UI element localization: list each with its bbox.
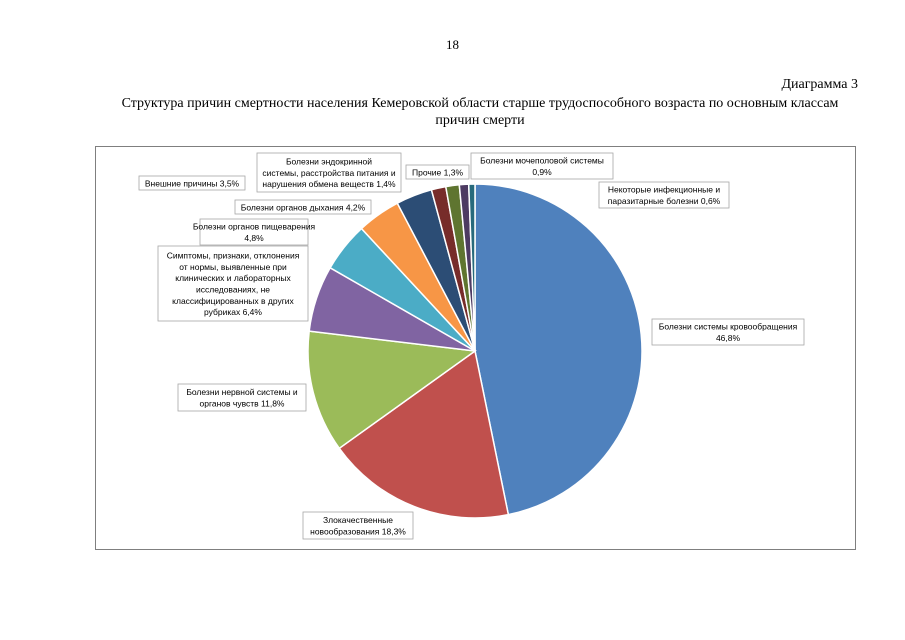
slice-label-text: нарушения обмена веществ 1,4%	[262, 179, 396, 189]
slice-label-box	[405, 164, 470, 180]
slice-label-text: 46,8%	[716, 333, 741, 343]
slice-label-text: Болезни органов пищеварения	[193, 222, 316, 232]
slice-label-box	[470, 152, 614, 180]
slice-label-box	[234, 199, 372, 215]
slice-label: Прочие 1,3%	[405, 164, 470, 180]
slice-label-text: Некоторые инфекционные и	[608, 185, 720, 195]
chart-title: Структура причин смертности населения Ке…	[121, 96, 839, 128]
pie-slice	[307, 330, 478, 450]
slice-label-text: Болезни органов дыхания 4,2%	[241, 202, 366, 212]
slice-label-text: Болезни системы кровообращения	[659, 322, 798, 332]
slice-label-text: 4,8%	[244, 233, 264, 243]
slice-label-text: паразитарные болезни 0,6%	[608, 196, 721, 206]
slice-label-box	[138, 175, 246, 191]
slice-label-text: от нормы, выявленные при	[179, 262, 287, 272]
slice-label-box	[199, 218, 309, 246]
slice-label-box	[256, 152, 402, 193]
slice-label-text: исследованиях, не	[196, 285, 270, 295]
slice-label-text: Злокачественные	[323, 515, 393, 525]
slice-label: Внешние причины 3,5%	[138, 175, 246, 191]
slice-label-text: клинических и лабораторных	[175, 273, 291, 283]
slice-label-text: новообразования 18,3%	[310, 527, 406, 537]
slice-label: Болезни органов дыхания 4,2%	[234, 199, 372, 215]
slice-label-text: Симптомы, признаки, отклонения	[167, 251, 300, 261]
slice-label-box	[177, 383, 307, 412]
pie-slice	[338, 349, 510, 519]
pie-slice	[474, 183, 643, 516]
slice-label-text: Прочие 1,3%	[412, 167, 463, 177]
slice-label-box	[302, 511, 414, 540]
slice-label-text: рубриках 6,4%	[204, 307, 262, 317]
slice-label-text: Болезни мочеполовой системы	[480, 156, 604, 166]
pie-slice	[467, 183, 476, 352]
slice-label-text: Болезни нервной системы и	[186, 387, 298, 397]
slice-label: Злокачественные новообразования 18,3%	[302, 511, 414, 540]
slice-label-box	[157, 245, 309, 322]
slice-label-text: системы, расстройства питания и	[262, 168, 395, 178]
slice-label-box	[651, 318, 805, 346]
chart-frame	[95, 146, 856, 550]
page-number: 18	[446, 37, 459, 52]
slice-label-box	[598, 181, 730, 209]
slice-label-text: классифицированных в других	[172, 296, 294, 306]
slice-label-text: 0,9%	[532, 167, 552, 177]
diagram-label: Диаграмма 3	[781, 77, 858, 92]
slice-label-text: Болезни эндокринной	[286, 157, 372, 167]
slice-label-text: органов чувств 11,8%	[200, 399, 285, 409]
slice-label: Болезни нервной системы и органов чувств …	[177, 383, 307, 412]
slice-label-text: Внешние причины 3,5%	[145, 178, 240, 188]
